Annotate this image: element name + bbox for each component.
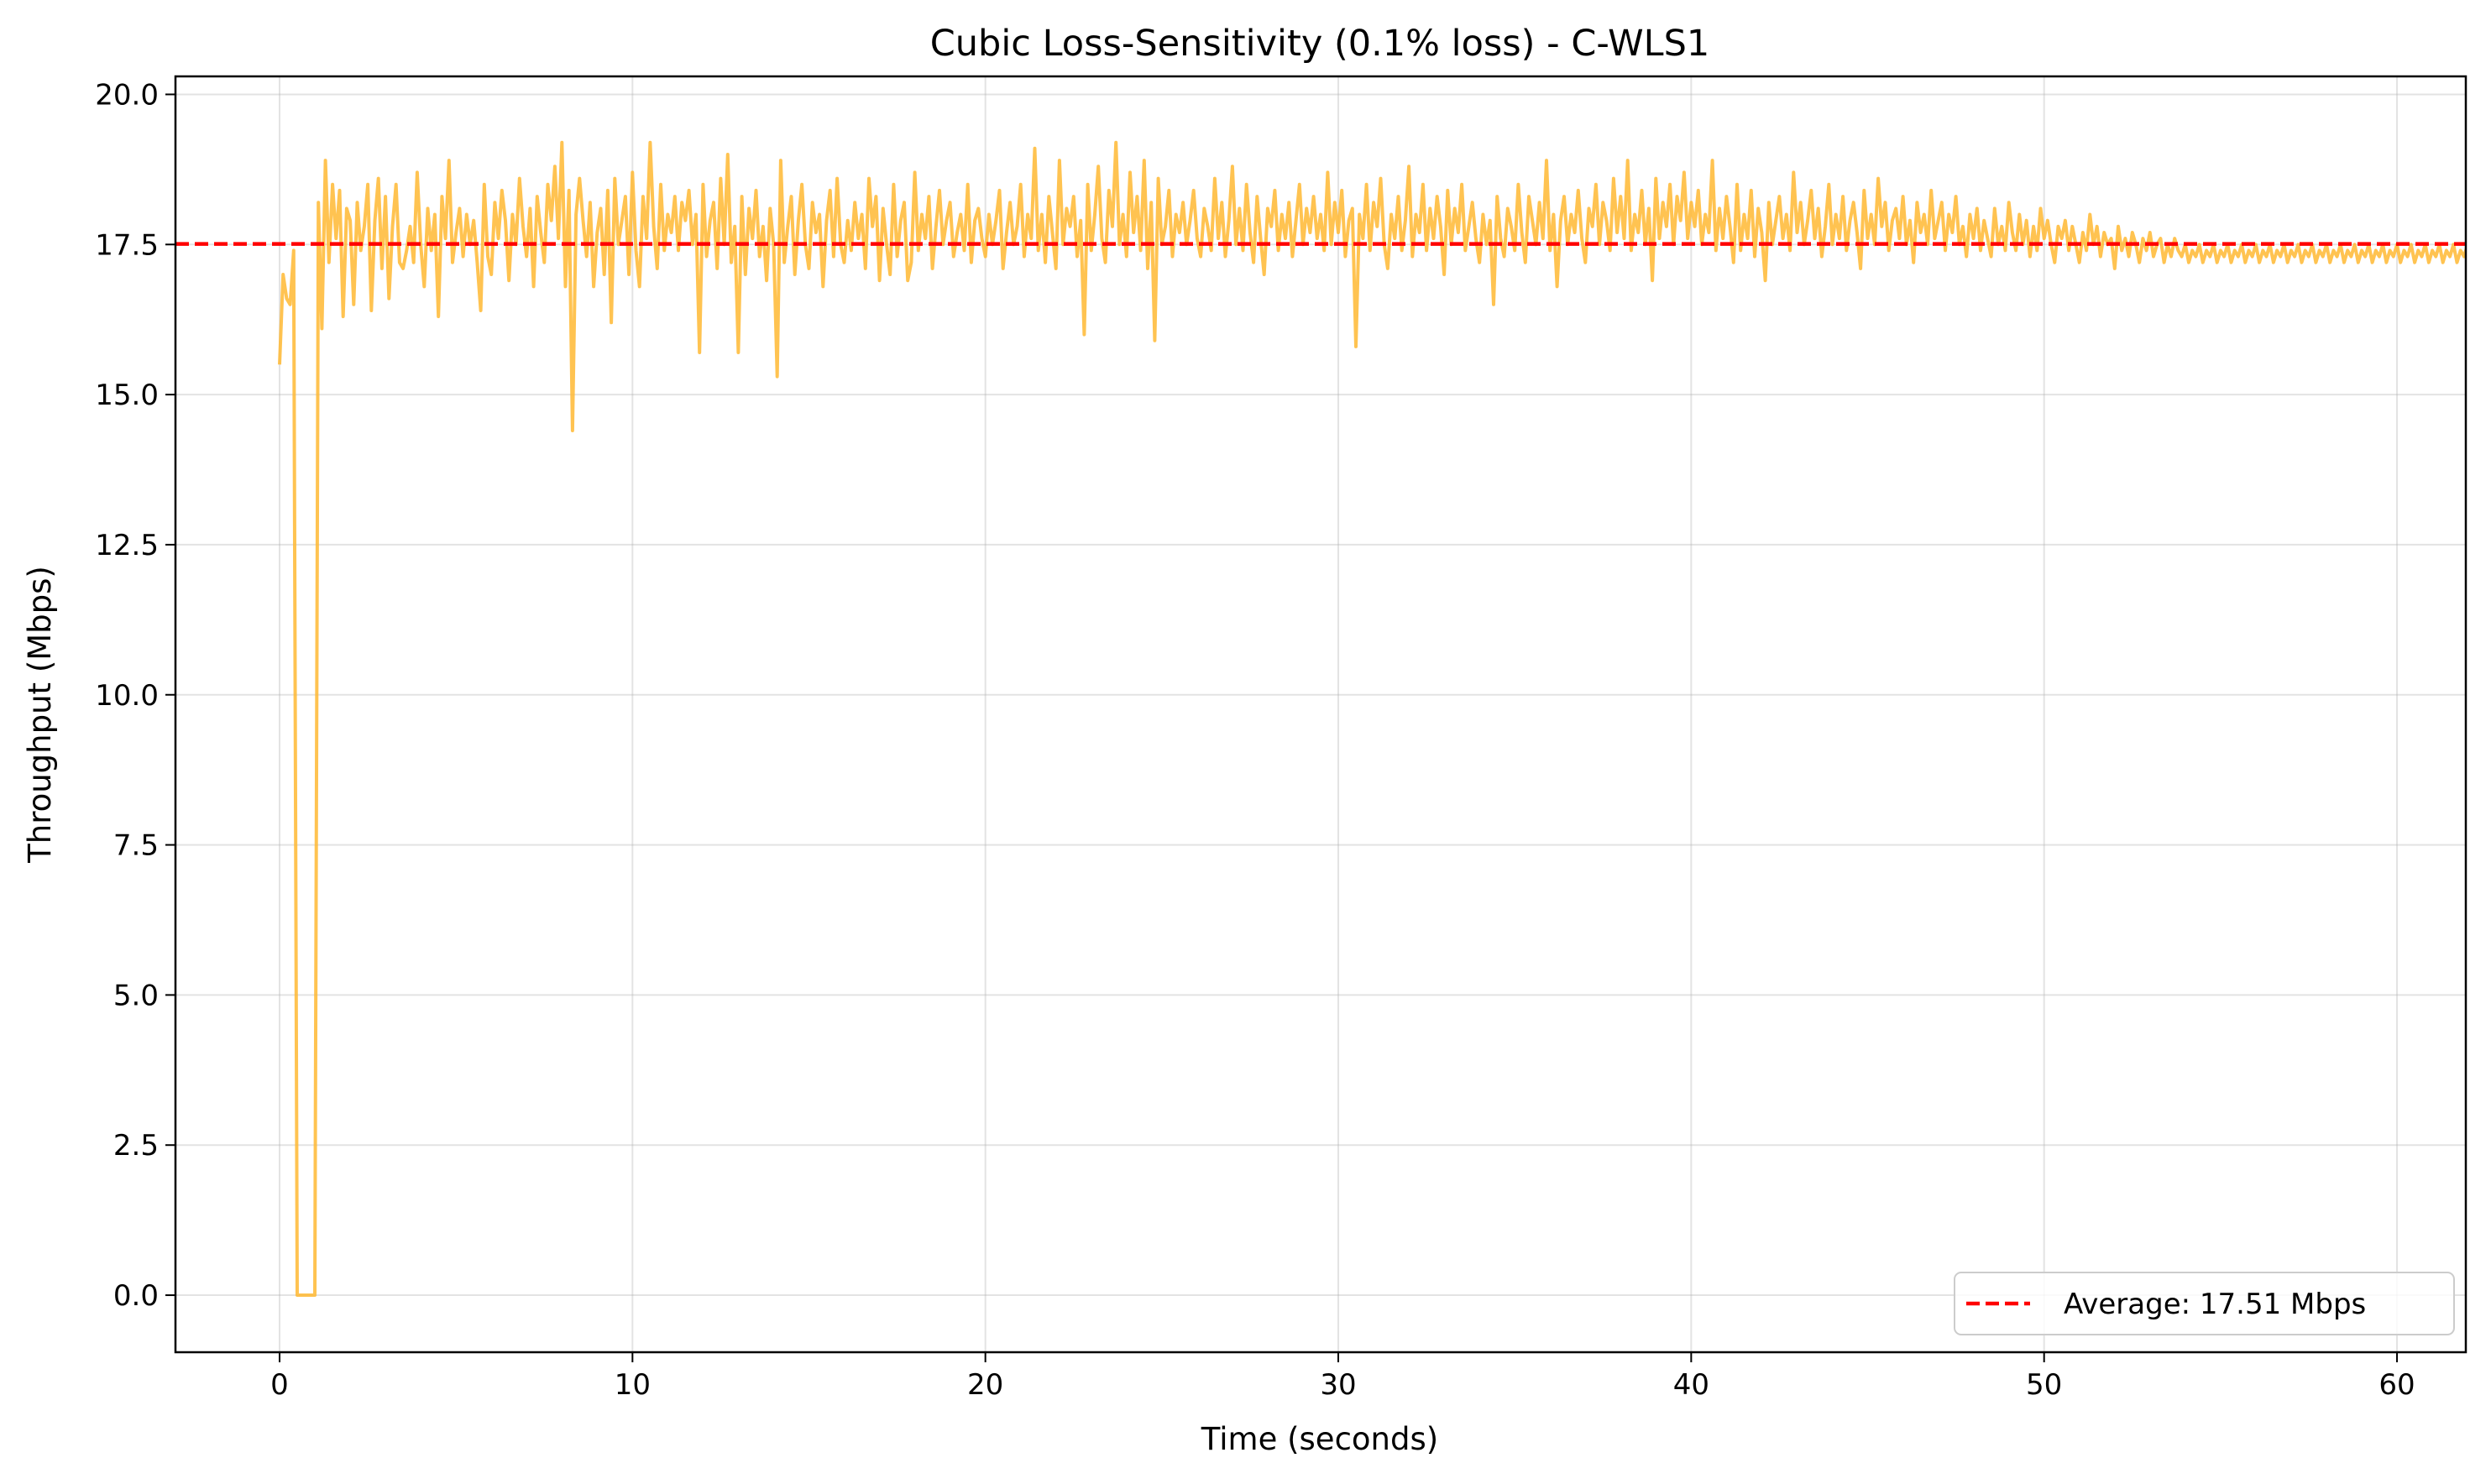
y-tick-label: 12.5 (95, 529, 159, 562)
x-tick-label: 40 (1673, 1368, 1709, 1402)
x-tick-label: 20 (967, 1368, 1003, 1402)
x-axis-label: Time (seconds) (1201, 1421, 1438, 1457)
x-tick-label: 0 (270, 1368, 289, 1402)
y-axis-label: Throughput (Mbps) (22, 566, 58, 864)
y-tick-label: 20.0 (95, 78, 159, 112)
y-tick-label: 2.5 (113, 1129, 159, 1163)
legend: Average: 17.51 Mbps (1955, 1272, 2454, 1335)
chart-title: Cubic Loss-Sensitivity (0.1% loss) - C-W… (930, 23, 1710, 65)
y-tick-label: 10.0 (95, 679, 159, 713)
x-tick-label: 30 (1320, 1368, 1356, 1402)
legend-average-label: Average: 17.51 Mbps (2064, 1288, 2366, 1321)
y-tick-label: 17.5 (95, 228, 159, 262)
y-tick-label: 7.5 (113, 829, 159, 863)
y-tick-label: 15.0 (95, 379, 159, 412)
y-tick-label: 0.0 (113, 1279, 159, 1313)
y-tick-label: 5.0 (113, 979, 159, 1012)
x-tick-label: 10 (615, 1368, 651, 1402)
x-tick-label: 50 (2026, 1368, 2062, 1402)
x-tick-label: 60 (2378, 1368, 2415, 1402)
